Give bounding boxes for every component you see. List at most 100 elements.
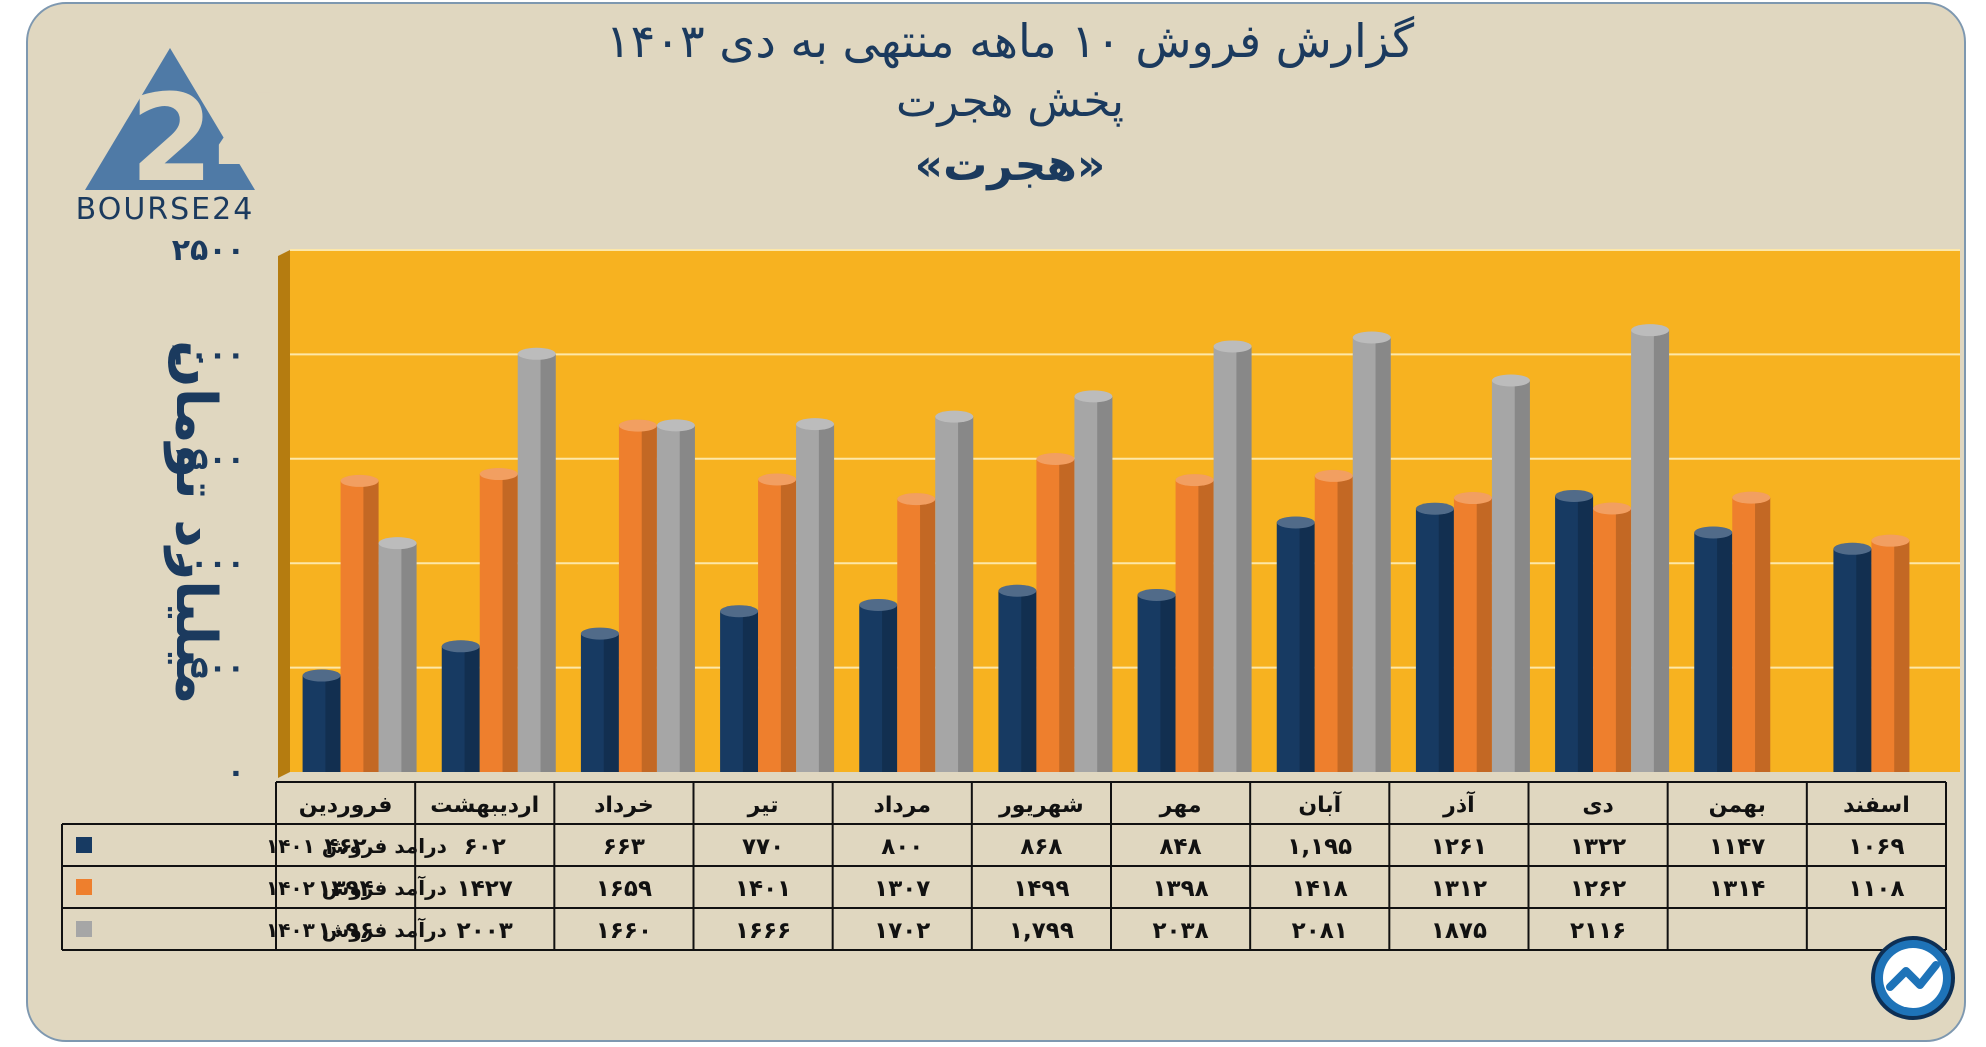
data-label: ۱۴۲۷	[457, 876, 513, 902]
plot-side-wall	[278, 250, 290, 778]
data-label: ۱۳۱۴	[1709, 876, 1765, 902]
x-tick-label: آذر	[1442, 790, 1475, 818]
bar	[1137, 588, 1176, 772]
data-label: ۶۶۳	[603, 834, 645, 860]
chart-subtitle: پخش هجرت	[895, 76, 1125, 127]
x-tick-label: مرداد	[874, 793, 931, 818]
data-label: ۱۳۹۸	[1153, 876, 1209, 902]
bourse24-logo: 24	[85, 48, 270, 209]
bar	[859, 598, 898, 772]
y-tick-label: ۱۵۰۰	[172, 442, 245, 477]
bar	[1175, 474, 1214, 772]
data-label: ۲۰۸۱	[1292, 918, 1348, 944]
y-tick-label: ۰	[227, 755, 245, 790]
svg-text:24: 24	[130, 70, 270, 209]
x-tick-label: شهریور	[998, 793, 1084, 818]
bar	[618, 419, 657, 772]
legend-label: درآمد فروش ۱۴۰۳	[266, 917, 447, 942]
bar	[897, 493, 936, 772]
bar	[378, 537, 417, 772]
legend-swatch	[76, 921, 92, 937]
data-label: ۱,۱۹۵	[1287, 834, 1352, 860]
bar	[340, 474, 379, 772]
bar	[796, 418, 835, 772]
x-tick-label: دی	[1582, 793, 1613, 818]
x-tick-label: فروردین	[299, 793, 393, 818]
bar	[441, 640, 480, 772]
plot-background	[290, 250, 1960, 772]
bar	[720, 605, 759, 772]
bar	[1732, 491, 1771, 772]
data-label: ۱۲۶۲	[1570, 876, 1626, 902]
y-tick-label: ۲۵۰۰	[172, 233, 245, 268]
x-tick-label: آبان	[1298, 790, 1341, 818]
bar	[1276, 516, 1315, 772]
bar	[1352, 331, 1391, 772]
data-label: ۱۳۲۲	[1570, 834, 1626, 860]
data-label: ۷۷۰	[742, 834, 784, 860]
bar	[758, 473, 797, 772]
bar	[1871, 534, 1910, 772]
data-label: ۱۶۶۰	[596, 918, 652, 944]
x-tick-label: تیر	[747, 793, 779, 818]
legend-label: درآمد فروش ۱۴۰۲	[266, 875, 447, 900]
data-label: ۱۸۷۵	[1431, 918, 1487, 944]
legend-swatch	[76, 837, 92, 853]
data-label: ۱۱۰۸	[1848, 876, 1904, 902]
company-name: «هجرت»	[914, 140, 1106, 191]
data-label: ۱۱۴۷	[1709, 834, 1765, 860]
bar	[1694, 526, 1733, 772]
data-label: ۱۷۰۲	[874, 918, 930, 944]
bar	[517, 347, 556, 772]
y-tick-label: ۲۰۰۰	[172, 337, 245, 372]
bar	[935, 410, 974, 772]
bar	[1314, 469, 1353, 772]
x-tick-label: اسفند	[1843, 793, 1910, 818]
data-label: ۴۶۲	[325, 834, 367, 860]
data-label: ۱۳۹۴	[318, 876, 374, 902]
bar	[1833, 542, 1872, 772]
bar	[1415, 502, 1454, 772]
bar	[479, 468, 518, 772]
data-label: ۱۲۶۱	[1431, 834, 1487, 860]
data-label: ۱۳۰۷	[874, 876, 930, 902]
bar	[1453, 492, 1492, 772]
bar	[1593, 502, 1632, 772]
data-label: ۱۴۰۱	[735, 876, 791, 902]
data-label: ۱۴۱۸	[1292, 876, 1348, 902]
data-label: ۸۶۸	[1020, 834, 1062, 860]
data-label: ۲۰۰۳	[457, 918, 513, 944]
data-label: ۲۱۱۶	[1570, 918, 1626, 944]
legend-swatch	[76, 879, 92, 895]
data-label: ۶۰۲	[464, 834, 506, 860]
y-axis-label: میلیارد تومان	[163, 340, 228, 705]
x-tick-label: مهر	[1159, 793, 1202, 818]
y-tick-label: ۱۰۰۰	[172, 546, 245, 581]
bar	[1491, 374, 1530, 772]
x-tick-label: خرداد	[594, 793, 654, 818]
bar	[656, 419, 695, 772]
data-label: ۱۰۶۹	[1848, 834, 1904, 860]
bar	[998, 584, 1037, 772]
bar	[1555, 489, 1594, 772]
trend-chart-icon	[1871, 936, 1955, 1020]
bar	[302, 669, 341, 772]
data-label: ۱۰۹۶	[318, 918, 374, 944]
data-label: ۱۳۱۲	[1431, 876, 1487, 902]
x-tick-label: بهمن	[1709, 793, 1766, 818]
chart-title: گزارش فروش ۱۰ ماهه منتهی به دی ۱۴۰۳	[605, 14, 1415, 68]
bar	[1036, 453, 1075, 772]
legend-label: درامد فروش ۱۴۰۱	[266, 834, 447, 858]
logo-text: BOURSE24	[75, 192, 255, 227]
data-label: ۱۶۵۹	[596, 876, 652, 902]
bar	[1074, 390, 1113, 772]
bar	[1213, 340, 1252, 772]
bar	[1631, 324, 1670, 772]
bar	[580, 627, 619, 772]
x-tick-label: اردیبهشت	[430, 793, 539, 818]
data-label: ۸۴۸	[1160, 834, 1202, 860]
data-label: ۲۰۳۸	[1153, 918, 1209, 944]
data-label: ۱,۷۹۹	[1009, 918, 1074, 944]
data-label: ۱۴۹۹	[1013, 876, 1069, 902]
